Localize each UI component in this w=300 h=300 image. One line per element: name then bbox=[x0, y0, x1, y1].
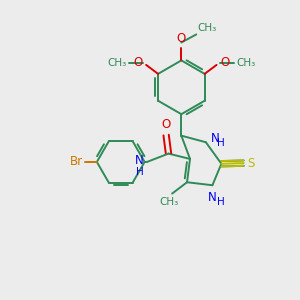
Text: H: H bbox=[217, 138, 225, 148]
Text: N: N bbox=[211, 132, 220, 145]
Text: CH₃: CH₃ bbox=[237, 58, 256, 68]
Text: Br: Br bbox=[70, 155, 83, 168]
Text: O: O bbox=[220, 56, 230, 69]
Text: N: N bbox=[135, 154, 143, 167]
Text: O: O bbox=[161, 118, 171, 131]
Text: O: O bbox=[133, 56, 142, 69]
Text: S: S bbox=[247, 157, 254, 169]
Text: N: N bbox=[207, 191, 216, 204]
Text: CH₃: CH₃ bbox=[198, 23, 217, 33]
Text: CH₃: CH₃ bbox=[159, 196, 178, 207]
Text: O: O bbox=[177, 32, 186, 46]
Text: H: H bbox=[136, 167, 143, 177]
Text: H: H bbox=[217, 196, 224, 207]
Text: CH₃: CH₃ bbox=[107, 58, 126, 68]
